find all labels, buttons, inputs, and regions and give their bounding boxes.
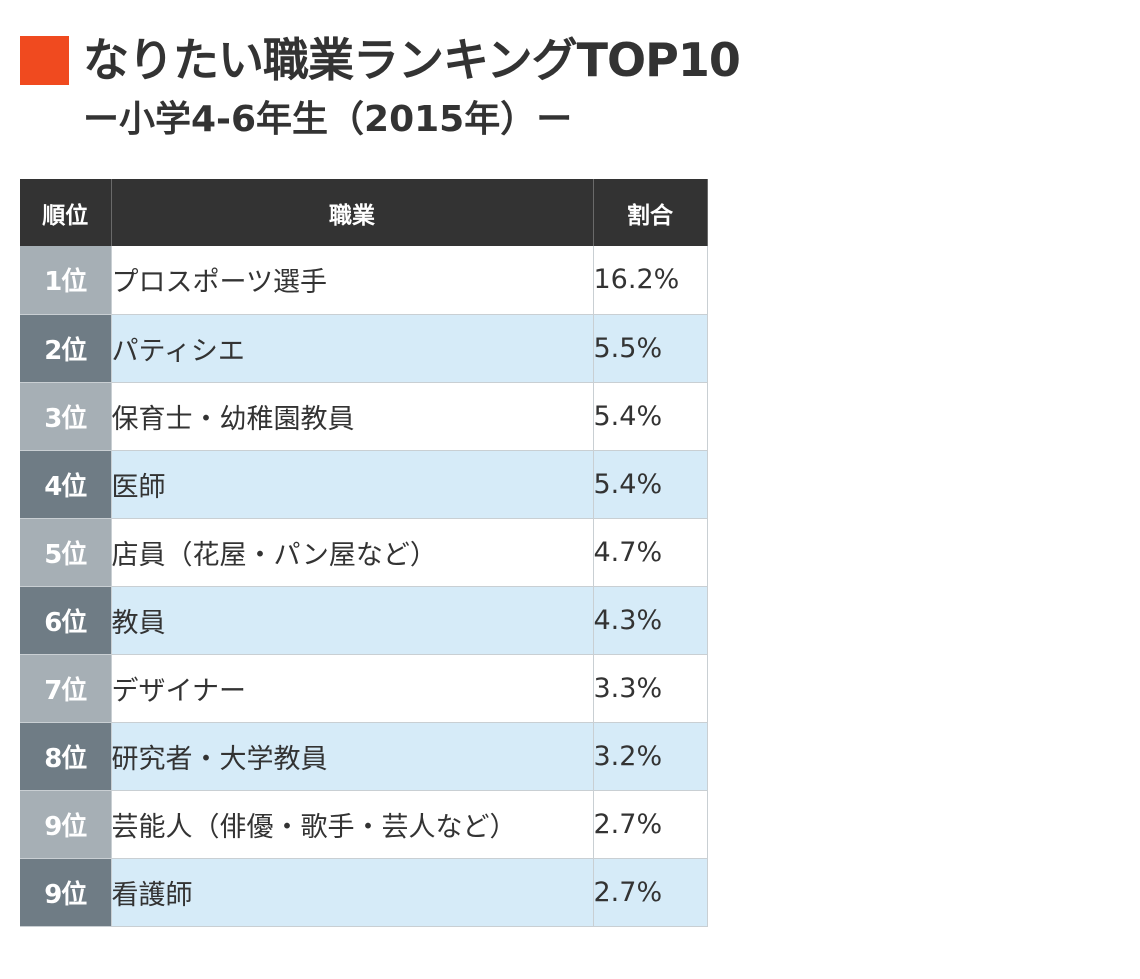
table-row: 8位 研究者・大学教員 3.2% [20,722,708,791]
table-row: 1位 プロスポーツ選手 16.2% [20,246,708,315]
share-cell: 5.5% [593,314,708,383]
rank-cell: 4位 [20,450,112,519]
title-row: なりたい職業ランキングTOP10 [20,30,1120,90]
table-header-row: 順位 職業 割合 [20,179,708,246]
share-cell: 16.2% [593,246,708,315]
title-accent-square [20,35,69,85]
rank-cell: 6位 [20,586,112,655]
rank-cell: 9位 [20,858,112,927]
share-cell: 5.4% [593,450,708,519]
share-cell: 4.3% [593,586,708,655]
job-cell: 店員（花屋・パン屋など） [111,518,594,587]
job-cell: 教員 [111,586,594,655]
chart-subtitle: ー小学4-6年生（2015年）ー [83,99,573,140]
table-row: 3位 保育士・幼稚園教員 5.4% [20,382,708,451]
header-rank: 順位 [20,179,112,246]
share-cell: 3.3% [593,654,708,723]
table-row: 4位 医師 5.4% [20,450,708,519]
job-cell: 研究者・大学教員 [111,722,594,791]
share-cell: 2.7% [593,790,708,859]
table-row: 6位 教員 4.3% [20,586,708,655]
job-cell: 看護師 [111,858,594,927]
table-row: 5位 店員（花屋・パン屋など） 4.7% [20,518,708,587]
rank-cell: 9位 [20,790,112,859]
share-cell: 4.7% [593,518,708,587]
job-cell: プロスポーツ選手 [111,246,594,315]
job-cell: 芸能人（俳優・歌手・芸人など） [111,790,594,859]
table-row: 9位 看護師 2.7% [20,858,708,927]
share-cell: 5.4% [593,382,708,451]
header-share: 割合 [593,179,708,246]
job-cell: パティシエ [111,314,594,383]
job-cell: デザイナー [111,654,594,723]
rank-cell: 2位 [20,314,112,383]
rank-cell: 3位 [20,382,112,451]
rank-cell: 8位 [20,722,112,791]
chart-title-area: なりたい職業ランキングTOP10 ー小学4-6年生（2015年）ー [20,30,1120,138]
rank-cell: 5位 [20,518,112,587]
job-cell: 保育士・幼稚園教員 [111,382,594,451]
header-job: 職業 [111,179,594,246]
rank-cell: 7位 [20,654,112,723]
share-cell: 3.2% [593,722,708,791]
table-row: 2位 パティシエ 5.5% [20,314,708,383]
ranking-table: 順位 職業 割合 1位 プロスポーツ選手 16.2% 2位 パティシエ 5.5% 3位 保育士… [20,179,708,927]
rank-cell: 1位 [20,246,112,315]
table-row: 9位 芸能人（俳優・歌手・芸人など） 2.7% [20,790,708,859]
share-cell: 2.7% [593,858,708,927]
ranking-body: 1位 プロスポーツ選手 16.2% 2位 パティシエ 5.5% 3位 保育士・幼稚園教員 5.4… [20,246,708,927]
chart-title: なりたい職業ランキングTOP10 [83,33,741,87]
job-cell: 医師 [111,450,594,519]
table-row: 7位 デザイナー 3.3% [20,654,708,723]
